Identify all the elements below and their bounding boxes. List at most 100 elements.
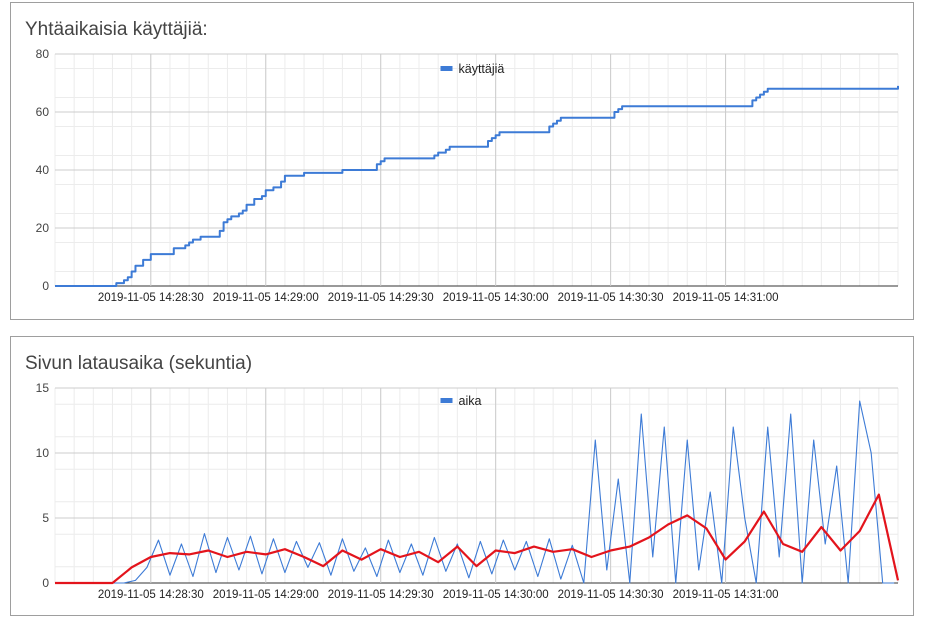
data-point	[173, 248, 175, 250]
data-point	[215, 572, 217, 574]
data-point	[219, 230, 221, 232]
data-point	[158, 539, 160, 541]
data-point	[146, 567, 148, 569]
data-point	[468, 577, 470, 579]
x-tick-label: 2019-11-05 14:29:00	[213, 292, 319, 304]
data-point	[296, 541, 298, 543]
data-point	[123, 582, 125, 584]
data-point	[767, 426, 769, 428]
data-point	[284, 175, 286, 177]
data-point	[744, 541, 746, 543]
data-point	[246, 551, 248, 553]
x-tick-label: 2019-11-05 14:30:00	[443, 589, 549, 601]
data-point	[303, 556, 305, 558]
data-point	[610, 550, 612, 552]
data-point	[227, 219, 229, 221]
data-point	[675, 582, 677, 584]
data-point	[495, 134, 497, 136]
data-point	[376, 163, 378, 165]
data-point	[127, 277, 129, 279]
data-point	[813, 439, 815, 441]
data-point	[836, 465, 838, 467]
data-point	[782, 543, 784, 545]
y-tick-label: 10	[36, 446, 50, 460]
data-point	[261, 573, 263, 575]
data-point	[372, 169, 374, 171]
x-tick-label: 2019-11-05 14:30:00	[443, 292, 549, 304]
data-point	[594, 439, 596, 441]
data-point	[840, 550, 842, 552]
data-point	[652, 556, 654, 558]
data-point	[533, 546, 535, 548]
data-point	[663, 426, 665, 428]
data-point	[181, 543, 183, 545]
data-point	[434, 155, 436, 157]
data-point	[399, 572, 401, 574]
data-point	[188, 554, 190, 556]
data-point	[617, 478, 619, 480]
data-point	[882, 582, 884, 584]
data-point	[801, 551, 803, 553]
data-point	[207, 550, 209, 552]
concurrent-users-chart-panel: Yhtäaikaisia käyttäjiä: 0 20 40 60 80 2019-11…	[10, 2, 914, 320]
data-point	[732, 426, 734, 428]
data-point	[330, 574, 332, 576]
data-point	[744, 517, 746, 519]
data-point	[503, 539, 505, 541]
data-point	[763, 91, 765, 93]
data-point	[549, 126, 551, 128]
data-point	[755, 97, 757, 99]
data-point	[365, 547, 367, 549]
data-point	[273, 538, 275, 540]
data-point	[763, 511, 765, 513]
data-point	[284, 548, 286, 550]
x-tick-label: 2019-11-05 14:28:30	[98, 292, 204, 304]
data-point	[847, 582, 849, 584]
load-time-chart: 0 5 10 15 2019-11-05 14:28:30 2019-11-05 14:2…	[11, 337, 913, 615]
data-point	[227, 556, 229, 558]
data-point	[445, 149, 447, 151]
data-point	[859, 530, 861, 532]
data-point	[755, 582, 757, 584]
data-point	[265, 554, 267, 556]
y-tick-label: 0	[42, 576, 49, 590]
data-point	[725, 559, 727, 561]
data-point	[706, 528, 708, 530]
y-tick-label: 0	[42, 279, 49, 293]
data-point	[824, 543, 826, 545]
data-point	[380, 548, 382, 550]
data-point	[184, 245, 186, 247]
data-point	[227, 537, 229, 539]
data-point	[342, 538, 344, 540]
data-point	[480, 541, 482, 543]
series-line-aika	[55, 401, 894, 583]
data-point	[491, 137, 493, 139]
data-point	[54, 582, 56, 584]
data-point	[411, 543, 413, 545]
data-point	[384, 158, 386, 160]
data-point	[526, 541, 528, 543]
data-point	[112, 285, 114, 287]
legend-label: käyttäjiä	[459, 62, 505, 76]
data-point	[495, 550, 497, 552]
data-point	[437, 152, 439, 154]
data-point	[280, 181, 282, 183]
data-point	[207, 236, 209, 238]
data-point	[552, 551, 554, 553]
data-point	[571, 548, 573, 550]
data-point	[242, 210, 244, 212]
data-point	[583, 582, 585, 584]
data-point	[261, 195, 263, 197]
data-point	[418, 551, 420, 553]
data-point	[801, 582, 803, 584]
data-point	[319, 542, 321, 544]
data-point	[514, 569, 516, 571]
data-point	[399, 556, 401, 558]
data-point	[204, 533, 206, 535]
data-point	[437, 561, 439, 563]
data-point	[752, 100, 754, 102]
data-point	[897, 580, 899, 582]
data-point	[449, 146, 451, 148]
y-tick-label: 20	[36, 221, 50, 235]
data-point	[614, 111, 616, 113]
